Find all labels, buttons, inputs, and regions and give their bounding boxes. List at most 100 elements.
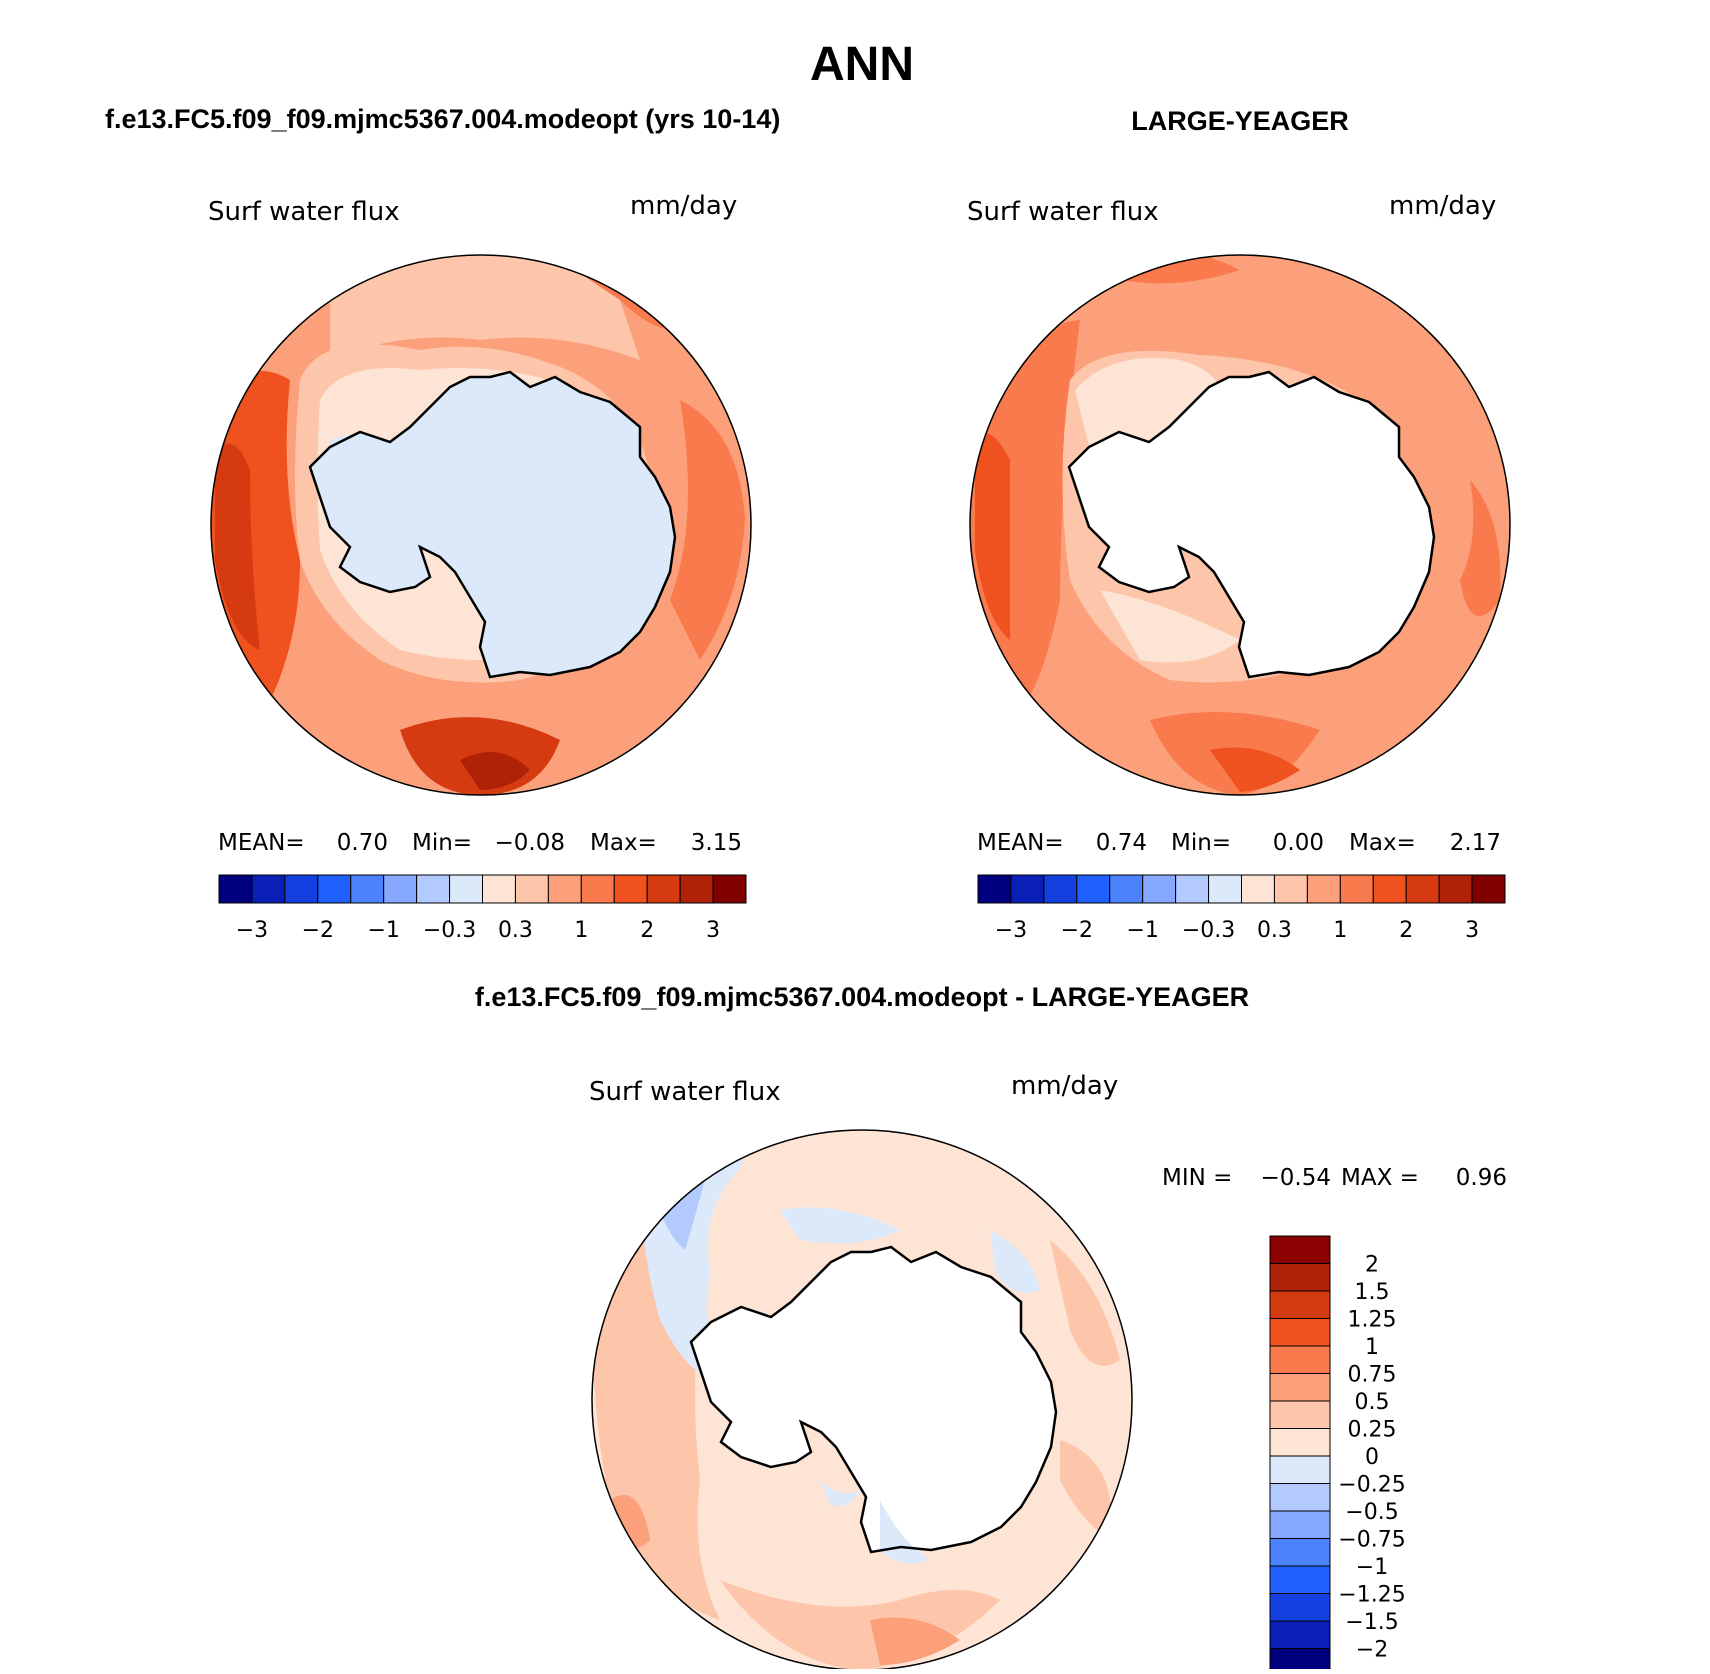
obs-max-value: 2.17 xyxy=(1450,830,1501,856)
test-colorbar: −3 −2 −1 −0.3 0.3 1 2 3 xyxy=(218,874,747,943)
obs-colorbar-swatch xyxy=(1109,874,1144,904)
svg-text:Max=: Max= xyxy=(590,830,657,856)
obs-colorbar-swatch xyxy=(1142,874,1177,904)
diff-colorbar-swatch xyxy=(1269,1263,1331,1292)
svg-text:Min=: Min= xyxy=(1171,830,1231,856)
test-colorbar-swatch xyxy=(416,874,451,904)
diff-variable-label: Surf water flux xyxy=(589,1077,781,1107)
obs-colorbar-tick-label: −1 xyxy=(1126,918,1158,943)
diff-colorbar-tick-label: −0.5 xyxy=(1345,1500,1398,1525)
diff-stats: MIN = −0.54 MAX = 0.96 xyxy=(1162,1165,1507,1191)
obs-colorbar-swatch xyxy=(1208,874,1242,904)
diff-colorbar-swatch xyxy=(1269,1235,1331,1264)
obs-units-label: mm/day xyxy=(1389,191,1496,221)
test-colorbar-tick-label: −3 xyxy=(236,918,268,943)
diff-colorbar-tick-label: −2 xyxy=(1356,1638,1388,1663)
diff-units-label: mm/day xyxy=(1011,1071,1118,1101)
obs-map xyxy=(970,255,1510,795)
test-colorbar-swatch xyxy=(350,874,385,904)
obs-min-value: 0.00 xyxy=(1273,830,1324,856)
svg-text:Min=: Min= xyxy=(412,830,472,856)
diff-colorbar-swatch xyxy=(1269,1373,1331,1402)
diff-colorbar-swatch xyxy=(1269,1455,1331,1484)
svg-text:MEAN=: MEAN= xyxy=(218,830,305,856)
diff-colorbar-swatch xyxy=(1269,1400,1331,1429)
diff-colorbar-tick-label: −0.25 xyxy=(1338,1473,1405,1498)
obs-map-outline xyxy=(969,254,1511,796)
obs-colorbar-tick-label: 2 xyxy=(1399,918,1413,943)
obs-colorbar-swatch xyxy=(1241,874,1275,904)
test-colorbar-swatch xyxy=(646,874,681,904)
test-units-label: mm/day xyxy=(630,191,737,221)
test-max-value: 3.15 xyxy=(691,830,742,856)
diff-colorbar-swatch xyxy=(1269,1345,1331,1374)
obs-colorbar-tick-label: −0.3 xyxy=(1182,918,1235,943)
obs-variable-label: Surf water flux xyxy=(967,197,1159,227)
diff-max-value: 0.96 xyxy=(1456,1165,1507,1191)
test-colorbar-tick-label: −0.3 xyxy=(423,918,476,943)
obs-colorbar-tick-label: 1 xyxy=(1333,918,1347,943)
diff-map xyxy=(592,1130,1132,1670)
obs-colorbar: −3 −2 −1 −0.3 0.3 1 2 3 xyxy=(977,874,1506,943)
obs-colorbar-swatch xyxy=(1043,874,1078,904)
test-colorbar-swatch xyxy=(514,874,549,904)
obs-colorbar-swatch xyxy=(1438,874,1473,904)
obs-panel-title: LARGE-YEAGER xyxy=(1131,106,1349,136)
diff-colorbar-swatch xyxy=(1269,1510,1331,1539)
test-map-outline xyxy=(210,254,752,796)
test-colorbar-swatch xyxy=(613,874,648,904)
test-colorbar-tick-label: 0.3 xyxy=(498,918,533,943)
svg-text:MIN =: MIN = xyxy=(1162,1165,1232,1191)
diff-colorbar-swatch xyxy=(1269,1648,1331,1674)
test-map xyxy=(211,255,751,795)
diff-colorbar-tick-label: −1.25 xyxy=(1338,1583,1405,1608)
svg-text:MEAN=: MEAN= xyxy=(977,830,1064,856)
obs-colorbar-swatch xyxy=(1273,874,1308,904)
test-colorbar-swatch xyxy=(383,874,418,904)
diff-colorbar-tick-label: −1.5 xyxy=(1345,1610,1398,1635)
test-stats: MEAN= 0.70 Min= −0.08 Max= 3.15 xyxy=(218,830,742,856)
obs-colorbar-tick-label: −3 xyxy=(995,918,1027,943)
diff-colorbar-tick-label: 1.25 xyxy=(1348,1308,1397,1333)
obs-colorbar-swatch xyxy=(1372,874,1407,904)
diff-colorbar-swatch xyxy=(1269,1565,1331,1594)
diff-colorbar-tick-label: 0.5 xyxy=(1355,1390,1390,1415)
season-title: ANN xyxy=(810,38,914,91)
obs-colorbar-tick-label: −2 xyxy=(1061,918,1093,943)
obs-colorbar-swatch xyxy=(977,874,1012,904)
test-min-value: −0.08 xyxy=(495,830,565,856)
diff-panel-title: f.e13.FC5.f09_f09.mjmc5367.004.modeopt -… xyxy=(475,982,1249,1012)
test-colorbar-tick-label: 1 xyxy=(574,918,588,943)
test-map-panel: Surf water flux mm/day MEAN= 0.70 Min= −… xyxy=(208,191,752,943)
test-mean-value: 0.70 xyxy=(337,830,388,856)
obs-colorbar-swatch xyxy=(1175,874,1210,904)
obs-colorbar-swatch xyxy=(1471,874,1506,904)
diff-colorbar-tick-label: 0 xyxy=(1365,1445,1379,1470)
test-colorbar-swatch xyxy=(580,874,615,904)
test-colorbar-swatch xyxy=(679,874,714,904)
svg-text:MAX =: MAX = xyxy=(1341,1165,1419,1191)
diff-colorbar-swatch xyxy=(1269,1620,1331,1649)
test-colorbar-tick-label: −2 xyxy=(302,918,334,943)
test-colorbar-tick-label: 2 xyxy=(640,918,654,943)
test-colorbar-swatch xyxy=(218,874,253,904)
test-colorbar-swatch xyxy=(317,874,352,904)
obs-colorbar-swatch xyxy=(1306,874,1341,904)
obs-colorbar-swatch xyxy=(1076,874,1111,904)
diff-colorbar-swatch xyxy=(1269,1428,1331,1457)
obs-stats: MEAN= 0.74 Min= 0.00 Max= 2.17 xyxy=(977,830,1501,856)
diff-colorbar-swatch xyxy=(1269,1538,1331,1567)
obs-colorbar-swatch xyxy=(1339,874,1374,904)
obs-colorbar-tick-label: 3 xyxy=(1465,918,1479,943)
test-colorbar-swatch xyxy=(712,874,747,904)
diff-colorbar-tick-label: 1.5 xyxy=(1355,1280,1390,1305)
diff-colorbar-tick-label: 0.75 xyxy=(1348,1363,1397,1388)
diff-colorbar-tick-label: −0.75 xyxy=(1338,1528,1405,1553)
diff-map-panel: Surf water flux mm/day MIN = −0.54 MAX =… xyxy=(589,1071,1507,1674)
test-variable-label: Surf water flux xyxy=(208,197,400,227)
diff-colorbar: 21.5 1.251 0.750.5 0.250 −0.25−0.5 −0.75−1 −1.… xyxy=(1269,1235,1406,1674)
diff-colorbar-tick-label: −1 xyxy=(1356,1555,1388,1580)
test-colorbar-tick-label: 3 xyxy=(706,918,720,943)
diff-colorbar-tick-label: 0.25 xyxy=(1348,1418,1397,1443)
